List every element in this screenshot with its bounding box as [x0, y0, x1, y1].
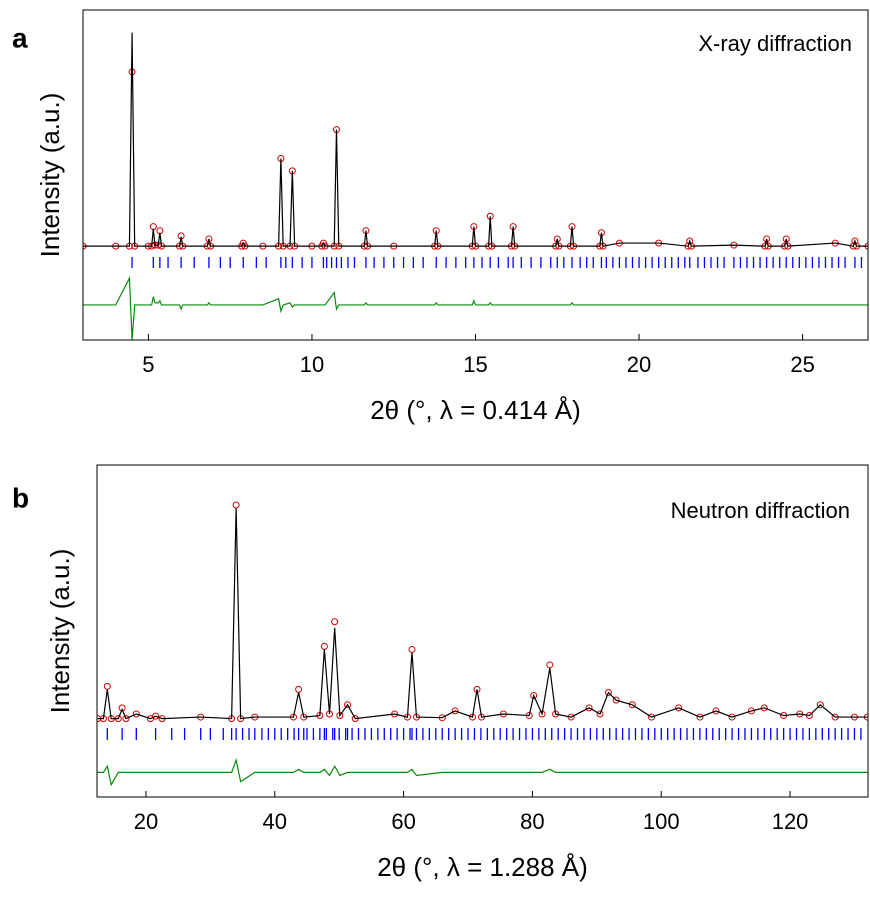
observed-point: [696, 713, 704, 721]
observed-point: [205, 235, 213, 243]
x-tick-label: 100: [643, 809, 680, 834]
difference-line: [97, 757, 868, 787]
observed-point: [760, 704, 768, 712]
observed-point: [675, 704, 683, 712]
panel-label: b: [12, 482, 29, 513]
calculated-line: [97, 508, 868, 720]
calculated-line: [83, 32, 868, 247]
observed-point: [103, 682, 111, 690]
difference-line: [83, 275, 868, 340]
x-tick-label: 20: [134, 809, 158, 834]
chart-title: Neutron diffraction: [671, 498, 850, 523]
observed-point: [546, 661, 554, 669]
observed-point: [320, 642, 328, 650]
observed-point: [585, 704, 593, 712]
observed-point: [628, 701, 636, 709]
x-tick-label: 15: [463, 352, 487, 377]
observed-point: [344, 701, 352, 709]
observed-point: [295, 685, 303, 693]
x-tick-label: 5: [142, 352, 154, 377]
observed-point: [132, 710, 140, 718]
observed-point: [604, 688, 612, 696]
x-tick-label: 80: [520, 809, 544, 834]
observed-point: [747, 707, 755, 715]
panel-label: a: [12, 22, 28, 53]
x-axis-label: 2θ (°, λ = 0.414 Å): [370, 395, 581, 425]
observed-point: [782, 235, 790, 243]
y-axis-label: Intensity (a.u.): [45, 549, 75, 714]
y-axis-label: Intensity (a.u.): [35, 93, 65, 258]
observed-point: [530, 692, 538, 700]
chart-title: X-ray diffraction: [698, 31, 852, 56]
x-tick-label: 120: [772, 809, 809, 834]
observed-point: [232, 501, 240, 509]
plot-area: [97, 501, 868, 787]
axes-frame: [82, 9, 869, 341]
observed-point: [816, 701, 824, 709]
x-tick-label: 10: [300, 352, 324, 377]
observed-point: [408, 645, 416, 653]
axes-frame: [96, 464, 869, 798]
x-tick-label: 40: [263, 809, 287, 834]
x-tick-label: 25: [790, 352, 814, 377]
observed-point: [331, 618, 339, 626]
x-tick-label: 60: [391, 809, 415, 834]
observed-point: [553, 235, 561, 243]
x-axis-label: 2θ (°, λ = 1.288 Å): [377, 852, 588, 882]
observed-point: [648, 713, 656, 721]
plot-area: [83, 32, 868, 340]
x-tick-label: 20: [627, 352, 651, 377]
observed-point: [122, 715, 130, 723]
observed-point: [152, 712, 160, 720]
observed-point: [612, 696, 620, 704]
observed-point: [451, 707, 459, 715]
observed-point: [728, 713, 736, 721]
observed-point: [763, 235, 771, 243]
observed-point: [596, 710, 604, 718]
observed-point: [712, 707, 720, 715]
